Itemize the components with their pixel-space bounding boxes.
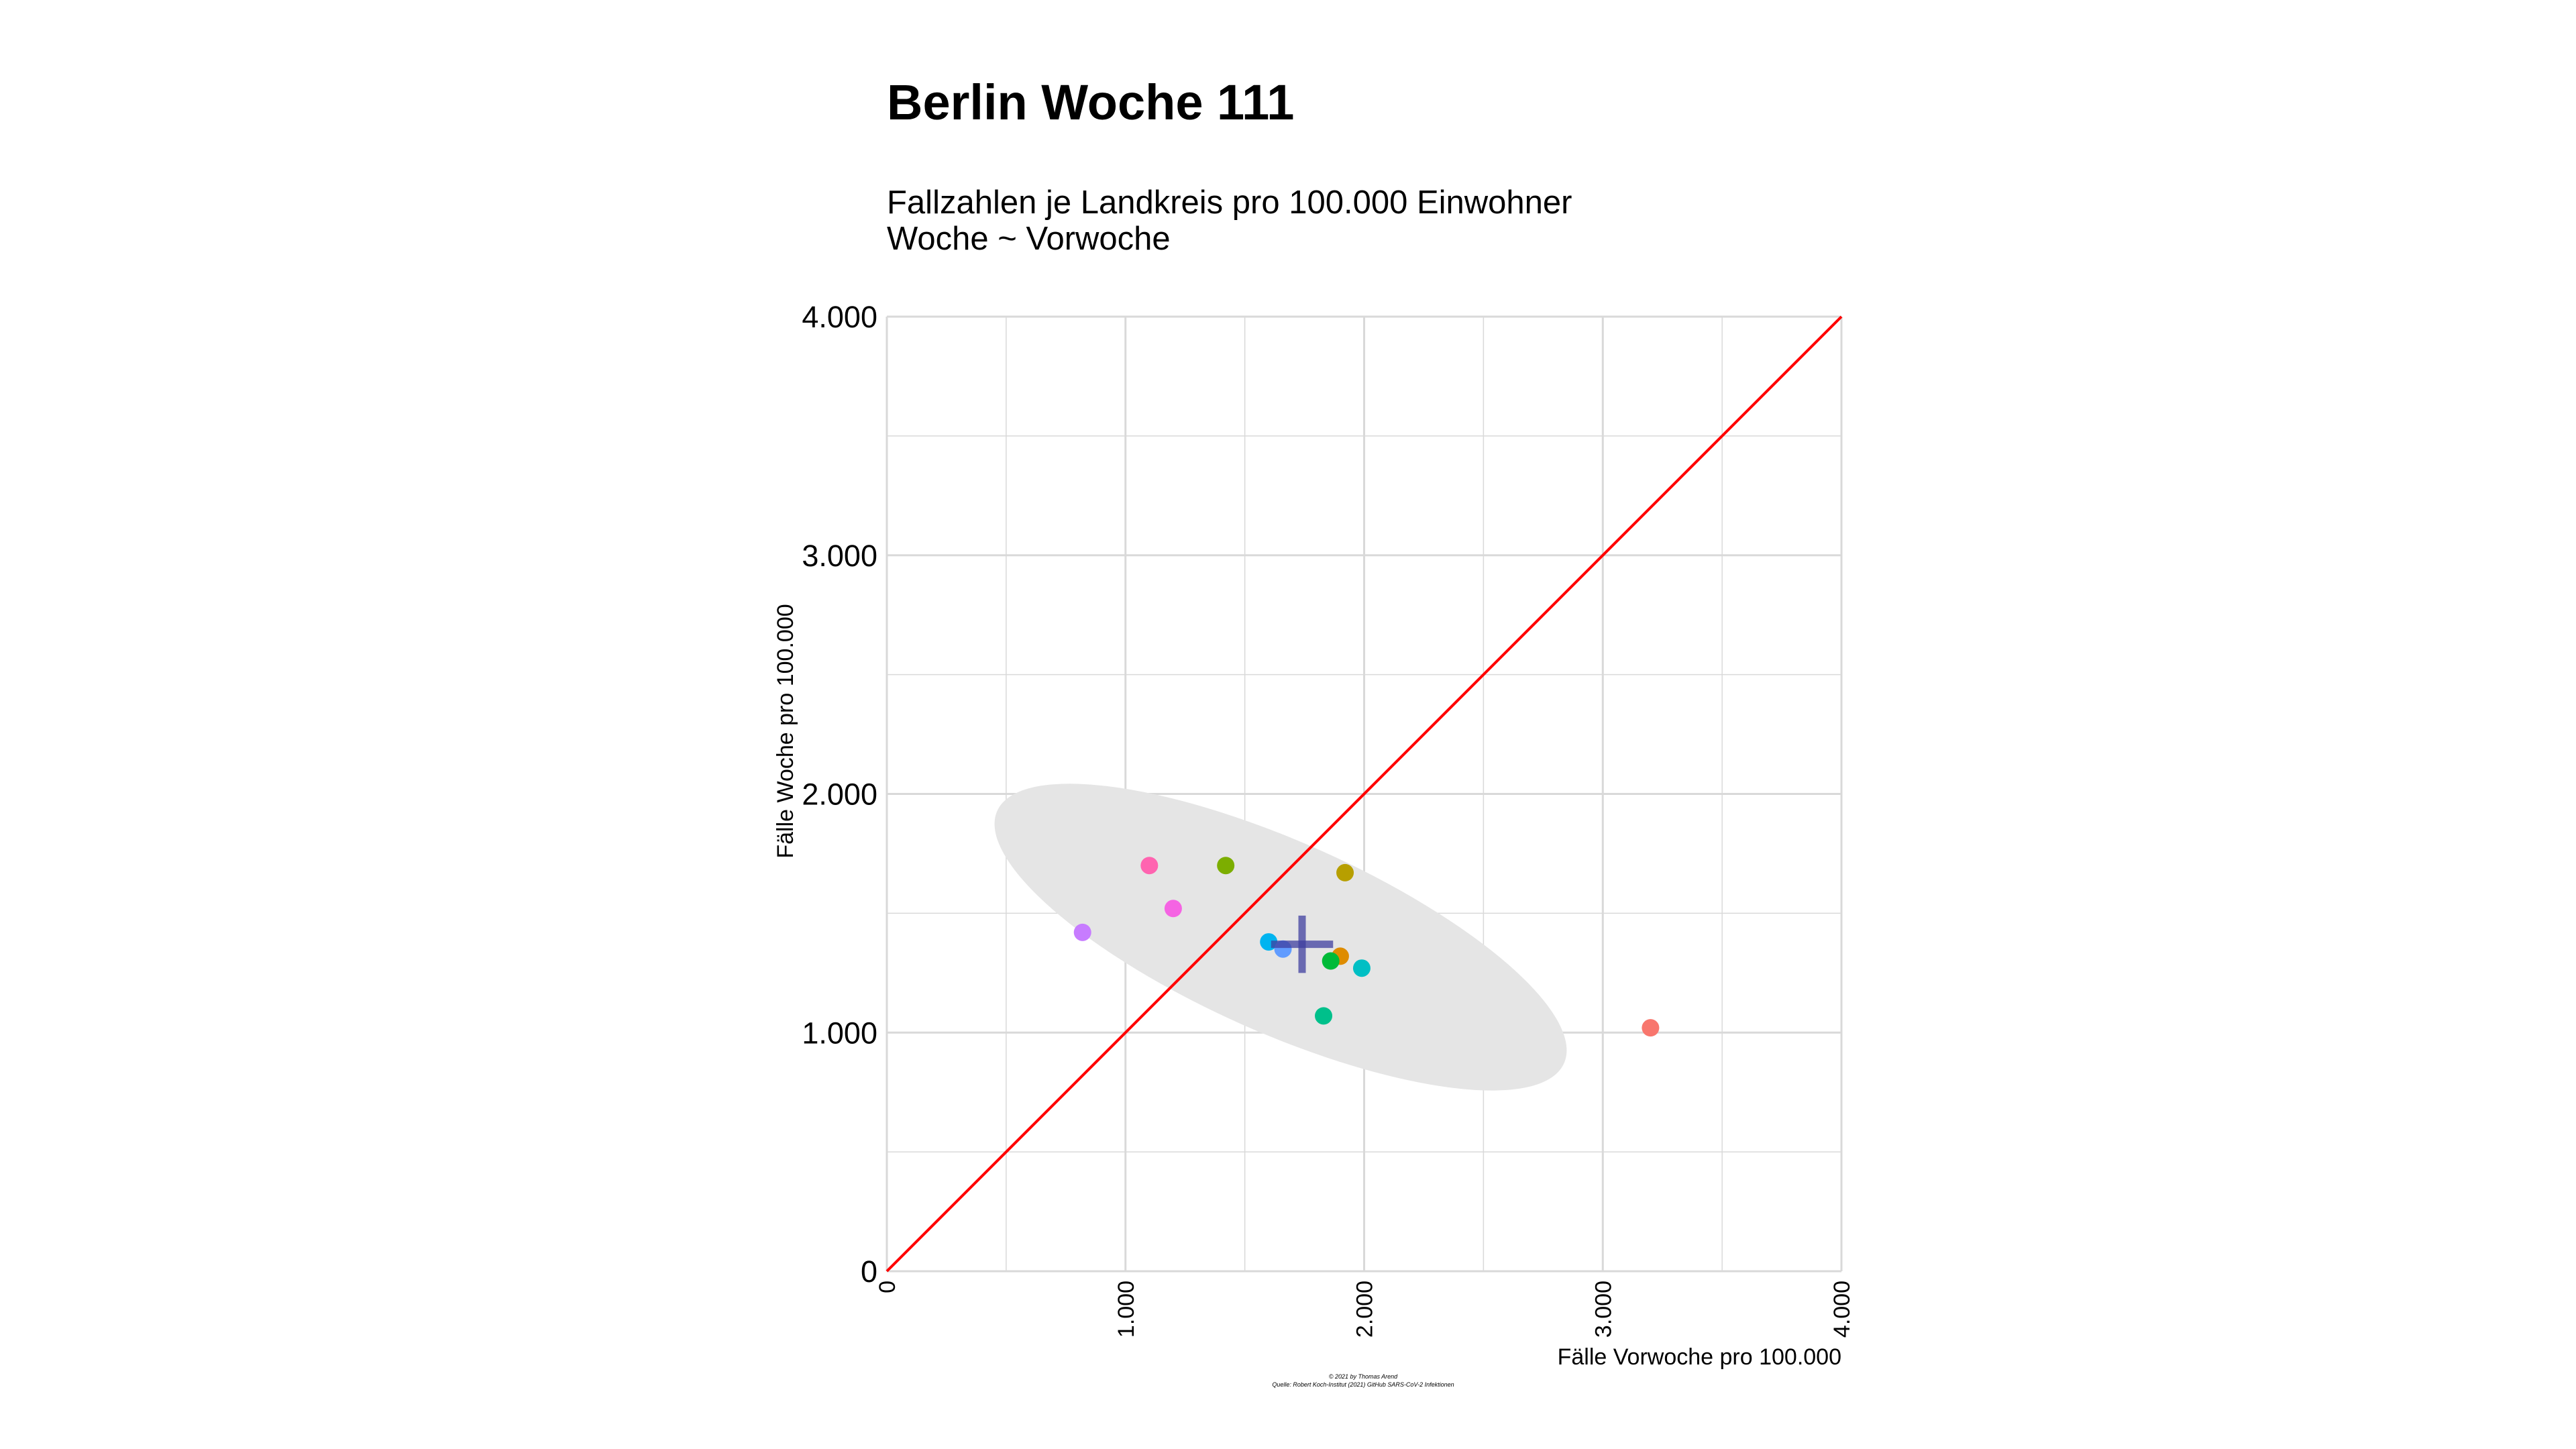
data-point: [1642, 1019, 1660, 1037]
x-tick-label: 4.000: [1829, 1281, 1855, 1338]
confidence-ellipse-layer: [994, 784, 1567, 1091]
y-tick-label: 0: [861, 1254, 877, 1289]
reference-line-diagonal: [885, 315, 1843, 1273]
chart-subtitle-line-1: Fallzahlen je Landkreis pro 100.000 Einw…: [887, 184, 1572, 221]
data-point: [1322, 952, 1340, 970]
data-point: [1073, 923, 1091, 941]
y-tick-label: 3.000: [802, 539, 877, 573]
mean-marker-layer: [1271, 915, 1334, 973]
chart-title: Berlin Woche 111: [887, 74, 1294, 130]
reference-line-layer: [885, 315, 1843, 1273]
x-tick-label: 3.000: [1591, 1281, 1616, 1338]
confidence-ellipse: [994, 784, 1567, 1091]
grid-lines: [885, 315, 1843, 1273]
x-tick-label: 1.000: [1114, 1281, 1139, 1338]
x-tick-label: 0: [875, 1281, 900, 1293]
y-tick-label: 4.000: [802, 300, 877, 334]
y-tick-label: 2.000: [802, 777, 877, 812]
data-point: [1140, 857, 1159, 875]
x-axis-label: Fälle Vorwoche pro 100.000: [1558, 1344, 1841, 1370]
data-points: [1073, 857, 1660, 1037]
x-tick-label: 2.000: [1352, 1281, 1378, 1338]
data-point: [1315, 1007, 1333, 1025]
y-axis-ticks: 0 1.000 2.000 3.000 4.000: [802, 300, 877, 1289]
data-point: [1217, 857, 1235, 875]
data-point: [1164, 900, 1182, 918]
data-point: [1336, 863, 1354, 881]
caption-source: Quelle: Robert Koch-Institut (2021) GitH…: [1272, 1381, 1454, 1388]
caption-copyright: © 2021 by Thomas Arend: [1329, 1373, 1398, 1380]
data-point: [1352, 959, 1371, 977]
y-tick-label: 1.000: [802, 1016, 877, 1050]
chart-subtitle-line-2: Woche ~ Vorwoche: [887, 221, 1171, 257]
x-axis-ticks: 0 1.000 2.000 3.000 4.000: [875, 1281, 1855, 1338]
y-axis-label: Fälle Woche pro 100.000: [773, 604, 798, 858]
